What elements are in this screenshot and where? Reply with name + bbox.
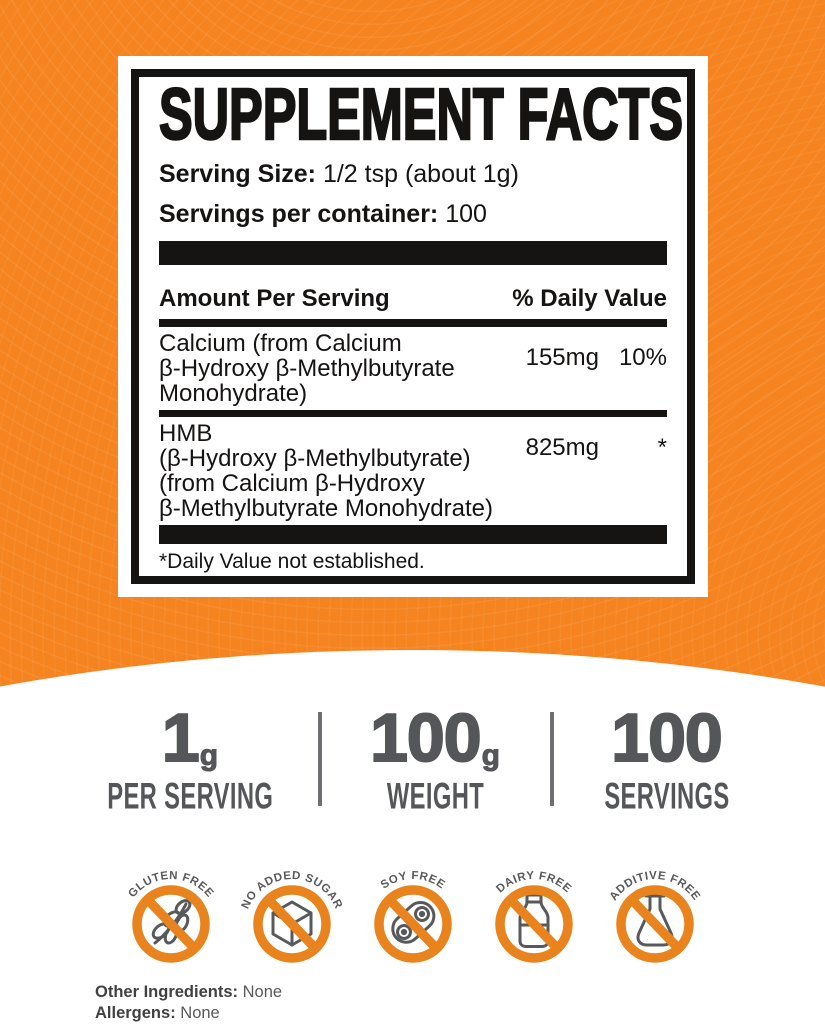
badge-dairy-free: DAIRY FREE — [494, 870, 573, 963]
stat-value: 100 — [369, 699, 482, 777]
nutrient-amount: 825mg — [525, 434, 599, 461]
badge-no-added-sugar: NO ADDED SUGAR — [239, 870, 343, 963]
stat-label: PER SERVING — [107, 774, 273, 817]
amount-per-serving-header: Amount Per Serving — [159, 285, 390, 312]
serving-size-label: Serving Size: — [159, 160, 316, 188]
stat-per-serving: 1g PER SERVING — [60, 699, 320, 816]
separator-bar-medium — [159, 319, 667, 327]
no-symbol-icon — [131, 885, 210, 963]
badges-section: GLUTEN FREE NO ADDED SUGAR — [0, 852, 825, 970]
facts-header-row: Amount Per Serving % Daily Value — [159, 286, 667, 312]
stat-divider — [550, 712, 554, 806]
supplement-facts-panel: SUPPLEMENT FACTS Serving Size: 1/2 tsp (… — [118, 56, 708, 597]
stat-value: 1 — [161, 699, 201, 777]
serving-size-row: Serving Size: 1/2 tsp (about 1g) — [159, 159, 667, 189]
nutrient-amount: 155mg — [525, 344, 599, 371]
separator-bar-medium — [159, 410, 667, 417]
badge-gluten-free: GLUTEN FREE — [126, 870, 215, 963]
allergens-value: None — [180, 1004, 220, 1022]
no-symbol-icon — [252, 885, 331, 963]
no-symbol-icon — [494, 885, 573, 963]
nutrient-row-hmb: HMB (β-Hydroxy β-Methylbutyrate) (from C… — [159, 417, 667, 525]
stat-weight: 100g WEIGHT — [330, 699, 540, 816]
serving-size-value: 1/2 tsp (about 1g) — [322, 160, 519, 188]
stat-label: SERVINGS — [604, 774, 730, 817]
facts-title-graphic: SUPPLEMENT FACTS — [159, 83, 684, 147]
svg-text:GLUTEN FREE: GLUTEN FREE — [126, 870, 215, 900]
allergens-row: Allergens: None — [95, 1003, 282, 1024]
facts-footnote: *Daily Value not established. — [159, 550, 425, 573]
facts-title: SUPPLEMENT FACTS — [159, 83, 683, 147]
nutrient-daily-value: 10% — [618, 344, 667, 371]
servings-per-container-label: Servings per container: — [159, 200, 439, 228]
stats-section: 1g PER SERVING 100g WEIGHT 100 SERVINGS — [0, 699, 825, 830]
facts-frame: SUPPLEMENT FACTS Serving Size: 1/2 tsp (… — [131, 69, 695, 584]
other-ingredients-row: Other Ingredients: None — [95, 982, 282, 1003]
bottom-info: Other Ingredients: None Allergens: None — [95, 982, 282, 1024]
stat-label: WEIGHT — [386, 774, 484, 817]
badge-soy-free: SOY FREE — [373, 870, 452, 963]
nutrient-row-calcium: Calcium (from Calcium β-Hydroxy β-Methyl… — [159, 327, 667, 410]
stat-servings: 100 SERVINGS — [562, 699, 772, 816]
daily-value-header: % Daily Value — [512, 285, 667, 312]
no-symbol-icon — [615, 885, 694, 963]
nutrient-name: Calcium (from Calcium β-Hydroxy β-Methyl… — [159, 330, 455, 407]
nutrient-name: HMB (β-Hydroxy β-Methylbutyrate) (from C… — [159, 420, 493, 522]
servings-per-container-row: Servings per container: 100 — [159, 199, 667, 229]
badge-additive-free: ADDITIVE FREE — [607, 870, 701, 963]
nutrient-daily-value: * — [657, 434, 667, 461]
stat-divider — [318, 712, 322, 806]
stat-unit: g — [481, 739, 500, 773]
other-ingredients-label: Other Ingredients: — [95, 983, 239, 1001]
other-ingredients-value: None — [242, 983, 283, 1001]
no-symbol-icon — [373, 885, 452, 963]
separator-bar-thick — [159, 525, 667, 544]
servings-per-container-value: 100 — [445, 200, 487, 228]
badge-arc-label: GLUTEN FREE — [126, 870, 215, 900]
separator-bar-thick — [159, 241, 667, 265]
stat-value: 100 — [610, 699, 723, 777]
stat-unit: g — [199, 739, 219, 773]
allergens-label: Allergens: — [95, 1004, 176, 1022]
